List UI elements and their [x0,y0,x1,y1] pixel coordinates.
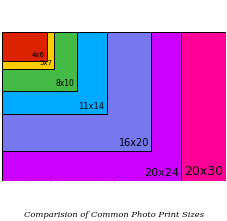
Bar [2,32,180,181]
Text: 20x24: 20x24 [143,168,178,178]
Text: 16x20: 16x20 [118,138,148,148]
Text: 8x10: 8x10 [55,79,74,88]
Text: Photo Standard Photographic Standards - 10.30.11.Sys: Photo Standard Photographic Standards - … [5,178,117,182]
Text: 4x6: 4x6 [32,52,44,58]
Bar [2,32,151,151]
Text: 20x30: 20x30 [184,165,222,178]
Text: 5x7: 5x7 [39,60,52,66]
Bar [2,32,47,61]
Bar [2,32,76,91]
Text: Comparision of Common Photo Print Sizes: Comparision of Common Photo Print Sizes [24,211,203,219]
Text: 11x14: 11x14 [78,101,104,110]
Bar [2,32,106,114]
Bar [2,32,54,69]
